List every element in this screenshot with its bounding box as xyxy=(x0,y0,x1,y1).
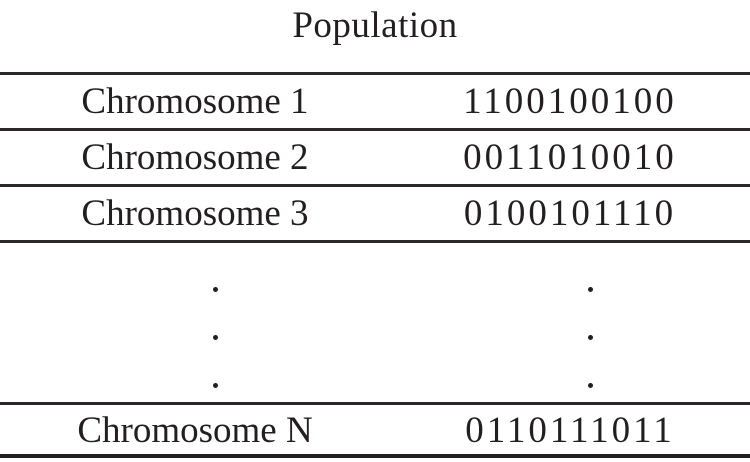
divider-line-bottom xyxy=(0,454,750,458)
bit-string-value: 0100101110 xyxy=(463,193,677,234)
divider-line-top xyxy=(0,72,750,75)
chromosome-label: Chromosome 1 xyxy=(81,81,309,122)
ellipsis-row xyxy=(0,383,750,388)
table-row: Chromosome 3 0100101110 xyxy=(0,187,750,240)
ellipsis-dot xyxy=(587,383,593,388)
bit-string-value: 1100100100 xyxy=(463,81,677,122)
divider-line xyxy=(0,240,750,243)
table-row: Chromosome 1 1100100100 xyxy=(0,75,750,128)
chromosome-label: Chromosome 3 xyxy=(81,193,309,234)
divider-line xyxy=(0,184,750,187)
bit-string-value: 0011010010 xyxy=(463,137,677,178)
bit-string-value: 0110111011 xyxy=(465,409,675,451)
divider-line xyxy=(0,128,750,131)
table-row: Chromosome N 0110111011 xyxy=(0,406,750,454)
ellipsis-row xyxy=(0,287,750,292)
ellipsis-dot xyxy=(212,287,218,292)
ellipsis-dot xyxy=(587,287,593,292)
figure-title: Population xyxy=(292,4,458,46)
ellipsis-row xyxy=(0,335,750,340)
ellipsis-dot xyxy=(212,335,218,340)
divider-line xyxy=(0,402,750,405)
chromosome-label: Chromosome 2 xyxy=(81,137,309,178)
ellipsis-dot xyxy=(587,335,593,340)
ellipsis-dot xyxy=(212,383,218,388)
table-row: Chromosome 2 0011010010 xyxy=(0,131,750,184)
chromosome-label: Chromosome N xyxy=(77,409,313,451)
